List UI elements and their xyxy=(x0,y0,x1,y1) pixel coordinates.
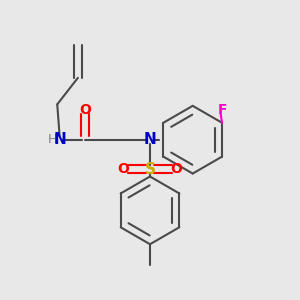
Text: F: F xyxy=(218,103,227,117)
Text: N: N xyxy=(53,132,66,147)
Text: S: S xyxy=(145,162,155,177)
Text: H: H xyxy=(48,133,58,146)
Text: O: O xyxy=(79,103,91,117)
Text: N: N xyxy=(144,132,156,147)
Text: O: O xyxy=(118,162,129,176)
Text: O: O xyxy=(171,162,182,176)
